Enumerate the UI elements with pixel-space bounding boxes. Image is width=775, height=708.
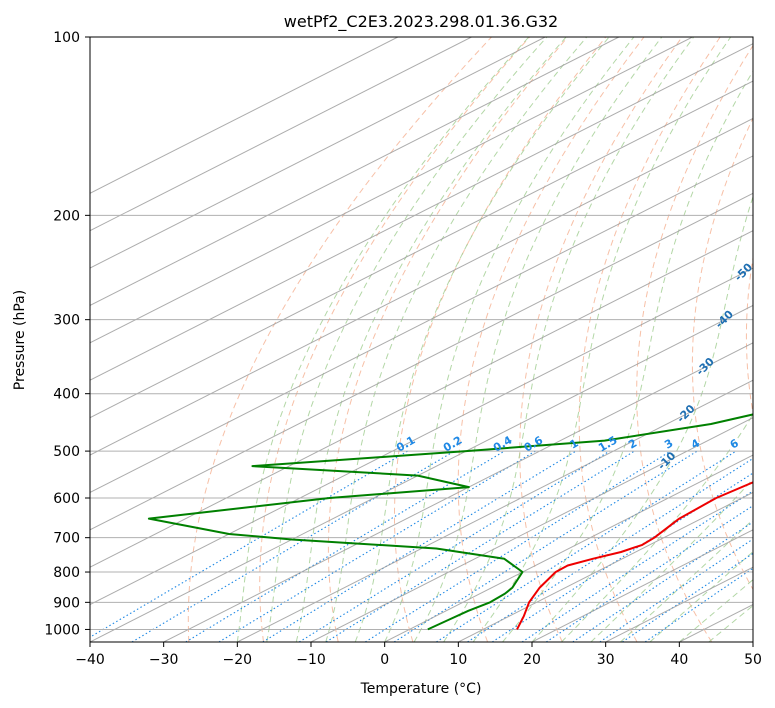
mixing-ratio-line [365,450,671,642]
moist-adiabat-line [649,551,753,642]
mixing-ratio-line [436,450,737,642]
temperature-line [516,481,753,630]
isotherm-line [90,37,399,194]
isotherm-line [90,37,546,269]
x-tick-label: −10 [296,652,326,668]
y-tick-label: 100 [53,30,80,46]
y-tick-label: 300 [53,313,80,329]
y-tick-label: 800 [53,565,80,581]
isotherm-line [90,37,620,307]
dry-adiabat-line [691,116,753,591]
mixing-ratio-line [218,450,536,642]
x-tick-label: −20 [223,652,253,668]
mixing-ratio-line [644,567,753,642]
x-axis-label: Temperature (°C) [360,681,482,697]
mixing-ratio-line [262,450,577,642]
x-tick-label: 40 [670,652,688,668]
isotherm-line [90,192,753,531]
x-tick-label: −40 [75,652,105,668]
axes: −40 −30 −20 −10 0 10 20 30 40 50 1000 900 800 700 600 5… [44,30,762,668]
isotherm-line [90,304,753,642]
dry-adiabat-line [187,37,492,642]
chart-title: wetPf2_C2E3.2023.298.01.36.G32 [284,12,558,32]
isotherm-line [90,43,753,381]
dry-adiabat-line [259,37,530,642]
moist-adiabat-line [590,478,753,642]
isotherm-line [310,417,753,642]
y-axis-label: Pressure (hPa) [12,290,28,390]
mixing-ratio-line [467,457,753,642]
y-tick-label: 400 [53,387,80,403]
y-tick-label: 900 [53,595,80,611]
profile-series [147,413,753,631]
moist-adiabat-line [443,37,695,642]
isotherm-line [90,230,753,568]
mixing-ratio-line [325,450,635,642]
moist-adiabat-line [325,37,588,642]
isotherm-line [90,267,753,606]
isotherm-line [90,37,693,344]
mixing-ratio-line [393,450,698,642]
moist-adiabat-line [295,37,567,642]
x-tick-label: 10 [449,652,467,668]
y-tick-label: 200 [53,208,80,224]
isotherm-line [163,342,753,642]
pressure-grid [90,37,753,630]
dry-adiabat-line [519,37,683,642]
isotherm-line [90,37,472,232]
y-tick-label: 600 [53,491,80,507]
moist-adiabat-line [266,37,548,642]
moist-adiabat-line [236,37,530,642]
y-tick-label: 1000 [44,622,80,638]
isotherm-line [237,379,753,642]
y-tick-label: 500 [53,444,80,460]
moist-adiabat-line [678,579,753,642]
isotherm-line [458,491,753,642]
mixing-ratio-line [298,450,610,642]
moist-adiabat-line [354,37,610,642]
plot-frame [89,36,754,643]
x-tick-label: 0 [380,652,389,668]
moist-adiabat-line [620,518,753,642]
moist-adiabat-line [472,37,732,642]
dewpoint-line [147,413,753,631]
x-tick-label: −30 [149,652,179,668]
isotherm-line [531,529,753,642]
y-tick-label: 700 [53,531,80,547]
x-tick-label: 20 [523,652,541,668]
dry-adiabat-line [457,37,645,642]
isotherm-line [384,454,753,642]
isotherm-line [90,80,753,419]
isotherm-line [90,117,753,456]
dry-adiabat-line [578,37,721,642]
isotherm-line [90,155,753,493]
x-tick-label: 30 [597,652,615,668]
mixing-ratio-line [572,521,753,642]
moist-adiabat-line [502,70,753,642]
moist-adiabat-line [384,37,635,642]
x-tick-label: 50 [744,652,762,668]
